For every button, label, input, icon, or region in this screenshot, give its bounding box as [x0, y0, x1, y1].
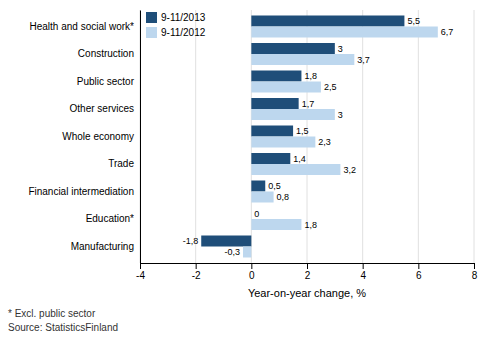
data-labels: -1,8 0 0,5 1,4 1,5 1,7 1,8 3 5,5 -0,3 1,8 0,8 3,2 2,3…	[183, 16, 454, 257]
x-axis-title: Year-on-year change, %	[248, 287, 366, 299]
bar	[201, 236, 251, 247]
legend-item: 9-11/2012	[146, 27, 206, 38]
y-axis: Manufacturing Education* Financial interme…	[28, 11, 140, 264]
x-tick-mark	[363, 263, 364, 269]
x-tick: 0	[249, 263, 255, 281]
bar	[251, 82, 321, 93]
y-tick-label: Manufacturing	[71, 241, 134, 252]
data-label: 3	[338, 110, 343, 120]
legend-swatch	[146, 27, 157, 38]
y-tick: Construction	[78, 48, 140, 59]
bar	[251, 54, 354, 65]
data-label: 0	[254, 209, 259, 219]
y-axis-line	[140, 11, 141, 264]
y-tick-label: Other services	[70, 103, 134, 114]
legend-item: 9-11/2013	[146, 12, 206, 23]
bar	[251, 109, 335, 120]
bar	[251, 126, 293, 137]
x-tick-label: 2	[305, 270, 311, 281]
x-tick-label: -4	[136, 270, 145, 281]
y-tick: Health and social work*	[30, 21, 141, 32]
legend: 9-11/2013 9-11/2012	[146, 12, 206, 38]
bar	[251, 153, 290, 164]
y-tick-label: Whole economy	[62, 131, 134, 142]
x-tick: -2	[192, 263, 201, 281]
x-tick-mark	[251, 263, 252, 269]
footnote: Source: StatisticsFinland	[8, 322, 118, 333]
legend-swatch	[146, 12, 157, 23]
data-label: 1,5	[296, 126, 309, 136]
chart: -1,8 0 0,5 1,4 1,5 1,7 1,8 3 5,5 -0,3 1,8 0,8 3,2 2,3…	[0, 0, 496, 341]
bar	[251, 208, 252, 219]
bar	[251, 164, 340, 175]
x-axis-line	[141, 264, 475, 270]
x-tick-mark	[474, 263, 475, 269]
y-tick: Other services	[70, 103, 140, 114]
y-tick: Trade	[108, 158, 140, 169]
x-tick-label: 8	[472, 270, 478, 281]
x-tick-mark	[418, 263, 419, 269]
grid-line	[474, 10, 475, 263]
data-label: 1,8	[304, 71, 317, 81]
y-tick: Manufacturing	[71, 241, 140, 252]
grid-line	[418, 10, 419, 263]
data-label: 1,4	[293, 154, 306, 164]
y-tick: Financial intermediation	[28, 186, 140, 197]
data-label: 5,5	[407, 16, 420, 26]
x-tick-mark	[307, 263, 308, 269]
y-tick: Public sector	[77, 76, 140, 87]
bar	[251, 98, 298, 109]
data-label: 0,8	[277, 192, 290, 202]
data-label: 1,8	[304, 220, 317, 230]
x-tick: -4	[136, 263, 145, 281]
bar	[243, 247, 251, 258]
y-tick-label: Public sector	[77, 76, 135, 87]
x-tick: 2	[305, 263, 311, 281]
bars	[201, 16, 438, 258]
grid-line	[140, 10, 141, 263]
legend-label: 9-11/2013	[161, 12, 206, 23]
grid-line	[195, 10, 196, 263]
y-tick-label: Construction	[78, 48, 134, 59]
footnote: * Excl. public sector	[8, 308, 96, 319]
data-label: 2,3	[318, 137, 331, 147]
bar	[251, 219, 301, 230]
grid-line	[362, 10, 363, 263]
y-tick-label: Education*	[86, 213, 134, 224]
data-label: 3	[338, 44, 343, 54]
data-label: 3,2	[343, 165, 356, 175]
data-label: 0,5	[268, 181, 281, 191]
data-label: -0,3	[224, 247, 240, 257]
bar	[251, 71, 301, 82]
x-tick-label: 6	[416, 270, 422, 281]
x-tick-mark	[140, 263, 141, 269]
x-tick: 6	[416, 263, 422, 281]
x-tick-label: 4	[360, 270, 366, 281]
x-tick-mark	[196, 263, 197, 269]
bar	[251, 16, 404, 27]
data-label: 2,5	[324, 82, 337, 92]
x-tick: 8	[472, 263, 478, 281]
y-tick-label: Financial intermediation	[28, 186, 134, 197]
x-tick-label: 0	[249, 270, 255, 281]
x-tick-label: -2	[192, 270, 201, 281]
y-tick-label: Trade	[108, 158, 134, 169]
data-label: 1,7	[302, 99, 315, 109]
data-label: 3,7	[357, 55, 370, 65]
x-tick: 4	[360, 263, 366, 281]
bar	[251, 181, 265, 192]
y-tick-label: Health and social work*	[30, 21, 135, 32]
y-tick: Education*	[86, 213, 140, 224]
y-tick: Whole economy	[62, 131, 140, 142]
data-label: 6,7	[441, 27, 454, 37]
x-axis: -4 -2 0 2 4 6 8	[136, 263, 478, 281]
bar	[251, 27, 437, 38]
legend-label: 9-11/2012	[161, 27, 206, 38]
bar	[251, 43, 335, 54]
data-label: -1,8	[183, 236, 199, 246]
bar	[251, 137, 315, 148]
grid	[140, 10, 474, 263]
bar	[251, 192, 273, 203]
plot: -1,8 0 0,5 1,4 1,5 1,7 1,8 3 5,5 -0,3 1,8 0,8 3,2 2,3…	[28, 10, 477, 281]
